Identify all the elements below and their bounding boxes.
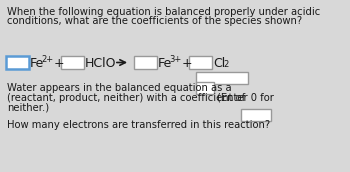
- Text: (reactant, product, neither) with a coefficient of: (reactant, product, neither) with a coef…: [7, 93, 245, 103]
- Text: (Enter 0 for: (Enter 0 for: [217, 93, 274, 103]
- Bar: [196, 72, 248, 84]
- Text: Fe: Fe: [30, 57, 44, 70]
- Text: neither.): neither.): [7, 103, 49, 113]
- Text: 2: 2: [223, 60, 228, 69]
- Text: Fe: Fe: [158, 57, 172, 70]
- Text: +: +: [50, 57, 65, 70]
- Text: conditions, what are the coefficients of the species shown?: conditions, what are the coefficients of…: [7, 16, 302, 26]
- Text: Cl: Cl: [213, 57, 225, 70]
- Bar: [196, 82, 214, 94]
- Text: HClO: HClO: [85, 57, 117, 70]
- Text: When the following equation is balanced properly under acidic: When the following equation is balanced …: [7, 7, 320, 17]
- Bar: [6, 56, 29, 69]
- Bar: [189, 56, 212, 69]
- Text: How many electrons are transferred in this reaction?: How many electrons are transferred in th…: [7, 120, 270, 130]
- Bar: [134, 56, 157, 69]
- Bar: [61, 56, 84, 69]
- Text: Water appears in the balanced equation as a: Water appears in the balanced equation a…: [7, 83, 232, 93]
- Text: 3+: 3+: [169, 55, 181, 64]
- Text: 2+: 2+: [41, 55, 53, 64]
- Text: +: +: [178, 57, 193, 70]
- Bar: [241, 109, 271, 121]
